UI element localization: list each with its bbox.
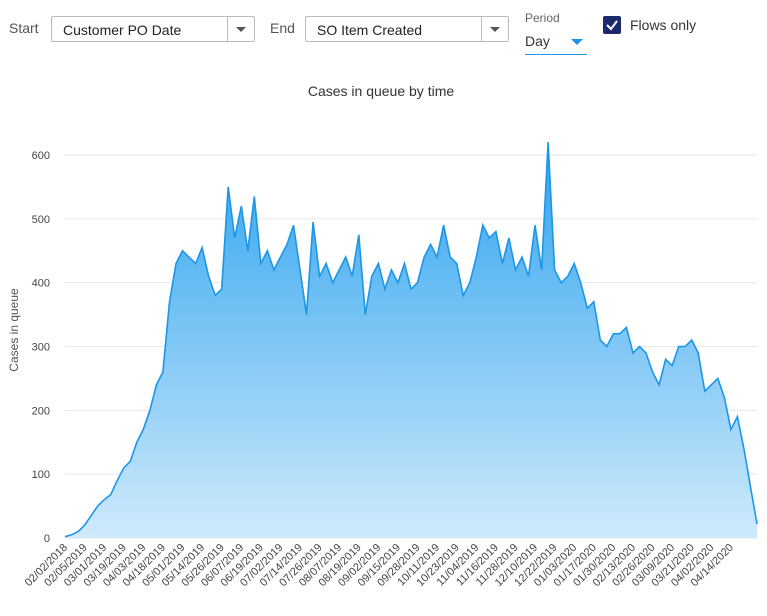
period-select[interactable]: Day [525, 30, 587, 55]
x-tick-label: 08/19/2019 [316, 542, 363, 589]
x-tick-label: 03/21/2020 [649, 542, 696, 589]
x-tick-label: 12/10/2019 [493, 542, 540, 589]
area-line [64, 142, 758, 538]
x-tick-label: 02/05/2019 [42, 542, 89, 589]
area-fill [65, 142, 757, 538]
x-tick-label: 05/01/2019 [140, 542, 187, 589]
y-tick-label: 400 [32, 278, 50, 290]
x-tick-label: 04/18/2019 [121, 542, 168, 589]
end-label: End [270, 20, 295, 36]
y-tick-label: 0 [44, 533, 50, 545]
checkbox[interactable] [603, 16, 621, 34]
start-value: Customer PO Date [63, 22, 182, 38]
y-tick-label: 300 [32, 342, 50, 354]
x-tick-label: 09/28/2019 [375, 542, 422, 589]
x-tick-label: 10/11/2019 [395, 542, 442, 589]
x-tick-label: 07/14/2019 [258, 542, 305, 589]
x-tick-label: 05/26/2019 [179, 542, 226, 589]
flows-only-label: Flows only [630, 17, 697, 33]
dropdown-arrow [481, 17, 508, 41]
end-value: SO Item Created [317, 22, 423, 38]
x-tick-label: 04/03/2019 [101, 542, 148, 589]
y-tick-label: 500 [32, 214, 50, 226]
dropdown-arrow [227, 17, 254, 41]
x-tick-label: 12/22/2019 [512, 542, 559, 589]
x-tick-label: 01/03/2020 [532, 542, 579, 589]
period-value: Day [525, 33, 550, 49]
start-dropdown[interactable]: Customer PO Date [51, 16, 255, 42]
y-tick-label: 600 [32, 150, 50, 162]
x-tick-label: 02/02/2018 [23, 542, 70, 589]
y-tick-label: 200 [32, 405, 50, 417]
x-tick-label: 02/13/2020 [591, 542, 638, 589]
x-tick-label: 04/14/2020 [689, 542, 736, 589]
x-tick-label: 01/17/2020 [551, 542, 598, 589]
x-tick-label: 06/19/2019 [219, 542, 266, 589]
x-tick-label: 02/26/2020 [610, 542, 657, 589]
x-tick-label: 05/14/2019 [160, 542, 207, 589]
x-tick-label: 07/26/2019 [277, 542, 324, 589]
x-tick-label: 03/01/2019 [62, 542, 109, 589]
x-tick-label: 04/02/2020 [669, 542, 716, 589]
y-tick-label: 100 [32, 469, 50, 481]
period-arrow [571, 39, 583, 45]
x-tick-label: 10/23/2019 [414, 542, 461, 589]
x-tick-label: 06/07/2019 [199, 542, 246, 589]
x-tick-label: 11/28/2019 [474, 542, 521, 589]
y-axis-label: Cases in queue [7, 288, 21, 372]
x-tick-label: 03/19/2019 [81, 542, 128, 589]
x-tick-label: 11/04/2019 [435, 542, 482, 589]
chart-title: Cases in queue by time [308, 83, 455, 99]
x-tick-label: 11/16/2019 [454, 542, 501, 589]
period-label: Period [525, 11, 560, 25]
check-icon [606, 20, 618, 31]
x-tick-label: 09/15/2019 [356, 542, 403, 589]
x-tick-label: 07/02/2019 [238, 542, 285, 589]
x-tick-label: 01/30/2020 [571, 542, 618, 589]
x-tick-label: 03/09/2020 [630, 542, 677, 589]
end-dropdown[interactable]: SO Item Created [305, 16, 509, 42]
x-tick-label: 09/02/2019 [336, 542, 383, 589]
start-label: Start [9, 20, 39, 36]
x-tick-label: 08/07/2019 [297, 542, 344, 589]
